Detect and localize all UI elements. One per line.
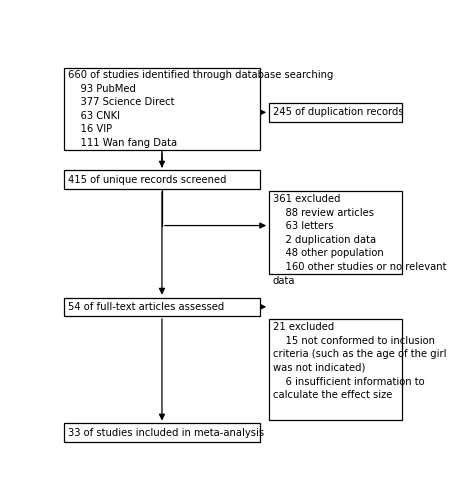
Text: 660 of studies identified through database searching
    93 PubMed
    377 Scien: 660 of studies identified through databa… — [67, 70, 332, 148]
Text: 33 of studies included in meta-analysis: 33 of studies included in meta-analysis — [67, 428, 263, 438]
FancyBboxPatch shape — [64, 170, 260, 189]
FancyBboxPatch shape — [268, 319, 401, 420]
FancyBboxPatch shape — [64, 68, 260, 150]
FancyBboxPatch shape — [268, 191, 401, 274]
Text: 415 of unique records screened: 415 of unique records screened — [67, 174, 226, 184]
Text: 21 excluded
    15 not conformed to inclusion
criteria (such as the age of the g: 21 excluded 15 not conformed to inclusio… — [272, 322, 445, 400]
Text: 361 excluded
    88 review articles
    63 letters
    2 duplication data
    48: 361 excluded 88 review articles 63 lette… — [272, 194, 445, 286]
Text: 245 of duplication records: 245 of duplication records — [272, 108, 402, 118]
Text: 54 of full-text articles assessed: 54 of full-text articles assessed — [67, 302, 223, 312]
FancyBboxPatch shape — [268, 103, 401, 122]
FancyBboxPatch shape — [64, 298, 260, 316]
FancyBboxPatch shape — [64, 424, 260, 442]
